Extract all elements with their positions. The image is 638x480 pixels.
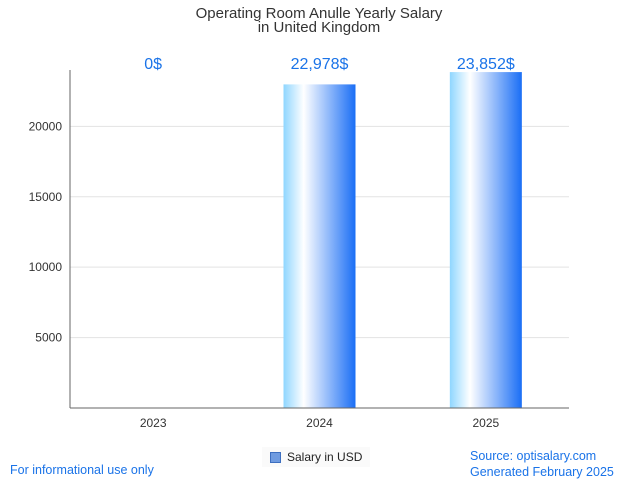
legend-label: Salary in USD [287,450,363,464]
bar-2024 [283,84,356,409]
disclaimer-text: For informational use only [10,463,154,477]
chart-title-line-1: Operating Room Anulle Yearly Salary [196,5,443,22]
y-tick-label-20000: 20000 [29,119,63,133]
y-axis-ticks: 5000 10000 15000 20000 [29,119,63,344]
generated-text: Generated February 2025 [470,465,614,479]
y-tick-label-15000: 15000 [29,190,63,204]
chart-title-line-2: in United Kingdom [258,19,381,36]
legend-swatch [270,451,281,463]
data-label-2025: 23,852$ [457,56,515,73]
y-tick-label-10000: 10000 [29,260,63,274]
x-tick-label-2025: 2025 [472,416,499,430]
data-label-2023: 0$ [144,56,162,73]
bars [283,72,522,409]
x-axis-ticks: 2023 2024 2025 [140,416,500,430]
x-tick-label-2023: 2023 [140,416,167,430]
x-tick-label-2024: 2024 [306,416,333,430]
data-label-2024: 22,978$ [291,56,349,73]
source-text: Source: optisalary.com [470,449,597,463]
legend[interactable]: Salary in USD [262,447,371,467]
y-tick-label-5000: 5000 [35,331,62,345]
source-block: Source: optisalary.com Generated Februar… [470,448,614,480]
data-labels: 0$ 22,978$ 23,852$ [144,56,515,73]
bar-2025 [449,72,522,408]
